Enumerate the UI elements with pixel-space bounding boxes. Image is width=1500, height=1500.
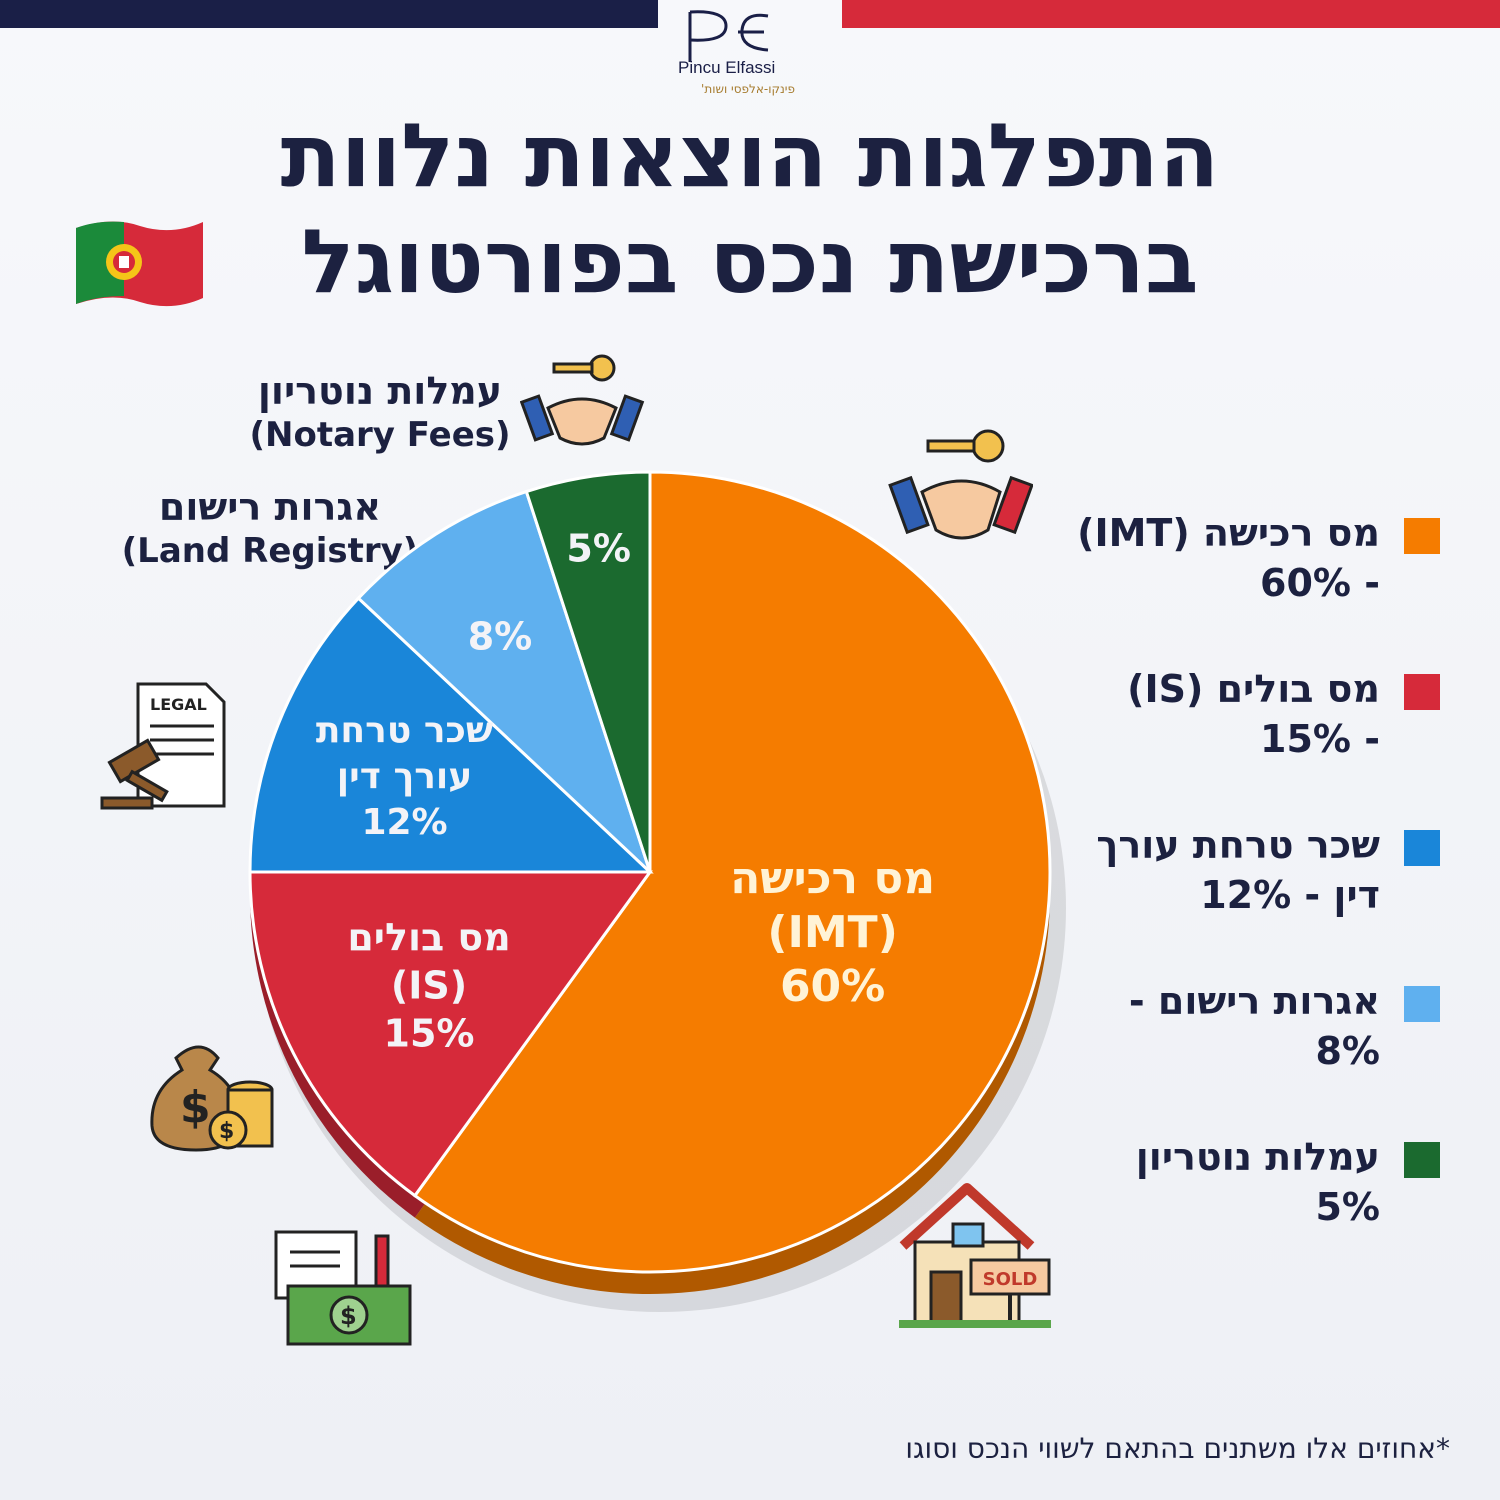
- pie-label-registry-line-1: 8%: [468, 614, 533, 658]
- pie-slice-is: [248, 870, 653, 1198]
- svg-text:$: $: [180, 1082, 211, 1133]
- pie-label-is-line-1: מס בולים: [347, 915, 510, 959]
- legend-value-is: - 15%: [1260, 717, 1380, 761]
- legend-swatch-notary: [1404, 1142, 1440, 1178]
- pie-slice-imt: [412, 470, 1052, 1274]
- pie-slice-notary: [524, 470, 652, 873]
- legal-document-label: LEGAL: [150, 695, 207, 714]
- legend-text-imt: מס רכישה (IMT) - 60%: [1060, 508, 1380, 608]
- legend-value-notary: 5%: [1315, 1185, 1380, 1229]
- legend-item-imt: מס רכישה (IMT) - 60%: [1060, 508, 1440, 618]
- pie-slice-registry: [356, 489, 652, 874]
- top-bar-red: [842, 0, 1500, 28]
- money-bag-coins-icon: $ $: [150, 1045, 274, 1152]
- logo-text-he: פינקו-אלפסי ושות': [701, 82, 795, 96]
- callout-registry-en: (Land Registry): [121, 531, 419, 571]
- legend-swatch-is: [1404, 674, 1440, 710]
- pie-label-lawyer-line-2: עורך דין: [337, 756, 472, 797]
- pie-label-lawyer-line-3: 12%: [361, 802, 447, 843]
- callout-notary: עמלות נוטריון (Notary Fees): [230, 368, 530, 456]
- legend-swatch-lawyer: [1404, 830, 1440, 866]
- legend-label-notary: עמלות נוטריון: [1135, 1135, 1380, 1179]
- footnote: *אחוזים אלו משתנים בהתאם לשווי הנכס וסוג…: [905, 1432, 1450, 1465]
- legend-item-registry: אגרות רישום - 8%: [1060, 976, 1440, 1086]
- callout-registry-he: אגרות רישום: [158, 485, 382, 529]
- legend-value-registry: 8%: [1315, 1029, 1380, 1073]
- callout-notary-he: עמלות נוטריון: [257, 369, 503, 413]
- legend-label-lawyer: שכר טרחת עורך: [1096, 823, 1380, 867]
- house-sold-sign-icon: SOLD: [899, 1183, 1051, 1328]
- legend-label-imt: מס רכישה (IMT): [1077, 511, 1380, 555]
- legend-swatch-imt: [1404, 518, 1440, 554]
- top-bar-navy: [0, 0, 658, 28]
- sold-sign-label: SOLD: [983, 1269, 1038, 1290]
- page-title-line1: התפלגות הוצאות נלוות: [280, 104, 1220, 207]
- legend-item-notary: עמלות נוטריון 5%: [1060, 1132, 1440, 1242]
- pie-label-is-line-2: (IS): [391, 963, 467, 1007]
- logo-text-en: Pincu Elfassi: [678, 58, 776, 77]
- svg-text:$: $: [340, 1302, 357, 1330]
- handshake-key-icon-small: [520, 354, 645, 446]
- legal-document-gavel-icon: LEGAL: [100, 682, 226, 810]
- invoice-cash-icon: $: [274, 1230, 412, 1346]
- svg-text:$: $: [219, 1119, 234, 1144]
- callout-notary-en: (Notary Fees): [249, 415, 511, 455]
- legend-text-registry: אגרות רישום - 8%: [1060, 976, 1380, 1076]
- legend-item-is: מס בולים (IS) - 15%: [1060, 664, 1440, 774]
- legend-label-is: מס בולים (IS): [1127, 667, 1380, 711]
- portugal-flag-icon: [76, 221, 203, 307]
- legend-item-lawyer: שכר טרחת עורך דין - 12%: [1060, 820, 1440, 930]
- legend-swatch-registry: [1404, 986, 1440, 1022]
- company-logo: Pincu Elfassi פינקו-אלפסי ושות': [668, 4, 838, 104]
- pie-label-notary-line-1: 5%: [566, 527, 631, 571]
- page-title-line2: ברכישת נכס בפורטוגל: [301, 210, 1199, 313]
- legend-text-notary: עמלות נוטריון 5%: [1060, 1132, 1380, 1232]
- pie-label-imt-line-2: (IMT): [767, 907, 897, 958]
- legend-label-registry: אגרות רישום -: [1128, 979, 1380, 1023]
- handshake-key-icon: [888, 429, 1033, 540]
- pie-label-is-line-3: 15%: [384, 1011, 475, 1055]
- legend-value-imt: - 60%: [1260, 561, 1380, 605]
- pie-label-imt-line-1: מס רכישה: [730, 853, 935, 904]
- legend-text-is: מס בולים (IS) - 15%: [1060, 664, 1380, 764]
- legend-text-lawyer: שכר טרחת עורך דין - 12%: [1060, 820, 1380, 920]
- logo-mark-icon: [688, 10, 769, 62]
- legend-value-lawyer: דין - 12%: [1200, 873, 1380, 917]
- pie-label-imt-line-3: 60%: [780, 961, 885, 1012]
- pie-label-lawyer-line-1: שכר טרחת: [316, 710, 493, 751]
- pie-slice-lawyer: [248, 596, 654, 874]
- callout-registry: אגרות רישום (Land Registry): [120, 484, 420, 572]
